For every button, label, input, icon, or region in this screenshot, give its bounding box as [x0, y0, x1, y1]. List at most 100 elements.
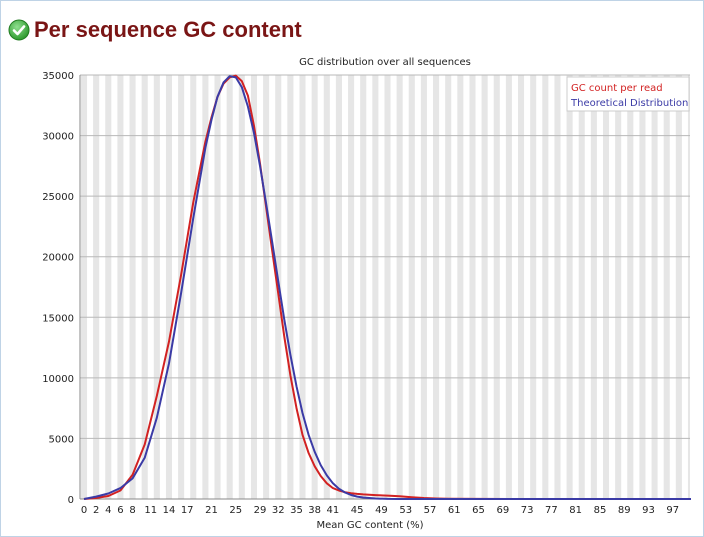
grid-band	[141, 75, 148, 499]
grid-band	[384, 75, 391, 499]
legend: GC count per read Theoretical Distributio…	[566, 76, 690, 112]
grid-band	[153, 75, 160, 499]
y-tick-label: 0	[68, 495, 74, 506]
y-axis-ticks: 0 5000 10000 15000 20000 25000 30000 35000	[42, 71, 74, 506]
x-tick-label: 73	[521, 505, 534, 516]
grid-band	[420, 75, 427, 499]
grid-band	[675, 75, 682, 499]
x-tick-label: 4	[105, 505, 111, 516]
grid-band	[639, 75, 646, 499]
grid-band	[408, 75, 415, 499]
x-tick-label: 21	[205, 505, 218, 516]
grid-band	[554, 75, 561, 499]
x-tick-label: 2	[93, 505, 99, 516]
grid-band	[287, 75, 294, 499]
x-tick-label: 17	[181, 505, 194, 516]
grid-band	[323, 75, 330, 499]
x-tick-label: 25	[229, 505, 242, 516]
grid-band	[117, 75, 124, 499]
grid-band	[627, 75, 634, 499]
grid-band	[311, 75, 318, 499]
x-tick-label: 85	[594, 505, 607, 516]
gc-content-chart: GC distribution over all sequences 0 5000…	[42, 57, 691, 531]
x-tick-label: 8	[129, 505, 135, 516]
x-tick-label: 81	[569, 505, 582, 516]
y-tick-label: 5000	[49, 434, 74, 445]
grid-band	[457, 75, 464, 499]
x-tick-label: 35	[290, 505, 303, 516]
grid-band	[335, 75, 342, 499]
grid-band	[80, 75, 88, 499]
x-axis-ticks: 0 2 4 6 8 11 14 17 21 25 29 32 35 38 41 45 49 53 57 61 65 69 7…	[81, 505, 679, 516]
grid-band	[238, 75, 245, 499]
series-lines	[83, 74, 691, 500]
grid-band	[299, 75, 306, 499]
y-tick-label: 30000	[42, 132, 74, 143]
grid-band	[687, 75, 690, 499]
x-tick-label: 38	[308, 505, 321, 516]
grid-band	[590, 75, 597, 499]
series-line	[83, 75, 691, 500]
grid-band	[602, 75, 610, 499]
grid-band	[105, 75, 112, 499]
grid-band	[445, 75, 452, 499]
page-title: Per sequence GC content	[34, 17, 302, 42]
y-tick-label: 10000	[42, 374, 74, 385]
y-tick-label: 25000	[42, 192, 74, 203]
x-tick-label: 11	[144, 505, 157, 516]
grid-band	[578, 75, 585, 499]
x-tick-label: 0	[81, 505, 87, 516]
check-circle-icon	[8, 19, 30, 41]
x-tick-label: 89	[618, 505, 631, 516]
legend-entry: GC count per read	[571, 83, 663, 94]
x-tick-label: 93	[642, 505, 655, 516]
grid-band	[566, 75, 573, 499]
grid-band	[518, 75, 525, 499]
grid-band	[250, 75, 257, 499]
x-tick-label: 53	[399, 505, 412, 516]
legend-entry: Theoretical Distribution	[570, 98, 688, 109]
legend-box	[566, 76, 690, 112]
grid-band	[615, 75, 622, 499]
x-tick-label: 57	[424, 505, 437, 516]
section-header: Per sequence GC content	[8, 10, 302, 50]
grid-band	[651, 75, 658, 499]
x-tick-label: 45	[351, 505, 364, 516]
grid-band	[348, 75, 355, 499]
grid-bands	[80, 75, 690, 499]
x-tick-label: 49	[375, 505, 388, 516]
x-tick-label: 32	[272, 505, 285, 516]
x-axis-label: Mean GC content (%)	[316, 520, 423, 531]
grid-band	[469, 75, 476, 499]
grid-band	[202, 75, 209, 499]
chart-title: GC distribution over all sequences	[299, 57, 471, 68]
grid-band	[129, 75, 136, 499]
x-tick-label: 14	[163, 505, 176, 516]
grid-band	[372, 75, 379, 499]
grid-band	[396, 75, 403, 499]
x-tick-label: 77	[545, 505, 558, 516]
y-tick-label: 20000	[42, 253, 74, 264]
x-tick-label: 41	[327, 505, 340, 516]
x-tick-label: 29	[254, 505, 267, 516]
grid-band	[190, 75, 197, 499]
grid-band	[360, 75, 367, 499]
grid-band	[165, 75, 173, 499]
grid-band	[542, 75, 549, 499]
grid-band	[481, 75, 488, 499]
y-tick-label: 35000	[42, 71, 74, 82]
horizontal-gridlines	[80, 74, 690, 439]
grid-band	[433, 75, 440, 499]
x-tick-label: 65	[472, 505, 485, 516]
grid-band	[663, 75, 670, 499]
grid-band	[263, 75, 270, 499]
y-tick-label: 15000	[42, 313, 74, 324]
grid-band	[505, 75, 512, 499]
grid-band	[493, 75, 500, 499]
grid-band	[226, 75, 233, 499]
grid-band	[530, 75, 537, 499]
grid-band	[93, 75, 100, 499]
grid-band	[214, 75, 221, 499]
x-tick-label: 61	[448, 505, 461, 516]
x-tick-label: 6	[117, 505, 123, 516]
